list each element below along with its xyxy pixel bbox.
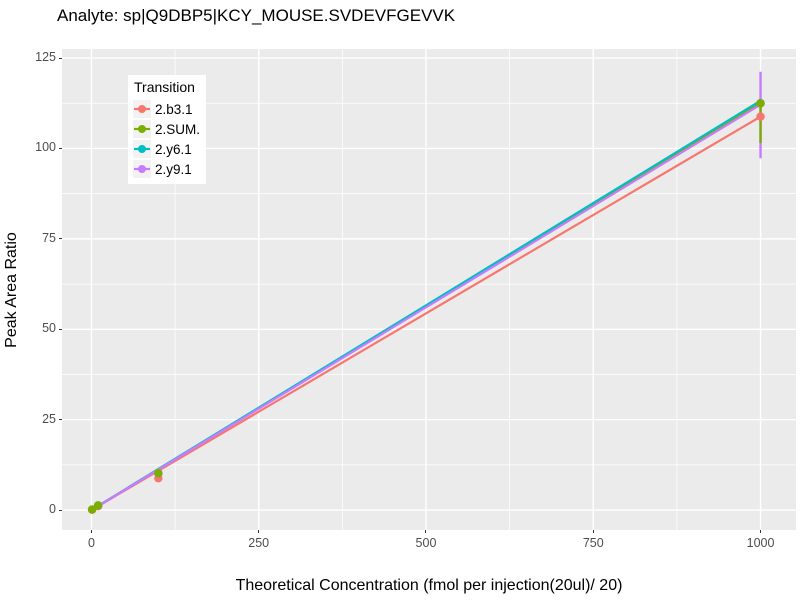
y-axis-title: Peak Area Ratio <box>3 232 20 348</box>
legend-row: 2.SUM. <box>133 119 200 139</box>
legend-row: 2.b3.1 <box>133 99 200 119</box>
y-tick-mark <box>59 419 62 421</box>
data-point <box>87 505 97 514</box>
data-point <box>154 469 163 478</box>
data-point <box>93 501 103 510</box>
series-line <box>91 103 762 511</box>
y-tick-mark <box>59 328 62 330</box>
series-line <box>91 115 762 511</box>
legend-key-icon <box>133 100 151 118</box>
y-tick-mark <box>59 238 62 240</box>
legend-box: Transition 2.b3.1 2.SUM. 2.y6.1 2.y9.1 <box>128 75 207 184</box>
legend-key-icon <box>133 120 151 138</box>
y-tick-label: 25 <box>42 411 56 426</box>
y-tick-mark <box>59 147 62 149</box>
y-tick-label: 50 <box>42 321 56 336</box>
x-tick-label: 750 <box>582 536 604 550</box>
legend-title: Transition <box>134 79 195 95</box>
legend-key-icon <box>133 140 151 158</box>
x-tick-mark <box>258 530 260 533</box>
legend-label: 2.SUM. <box>155 121 201 137</box>
y-tick-mark <box>59 509 62 511</box>
x-tick-label: 0 <box>87 536 95 550</box>
legend-row: 2.y9.1 <box>133 159 200 179</box>
legend-label: 2.y6.1 <box>155 141 192 157</box>
x-tick-label: 1000 <box>746 536 775 550</box>
x-tick-mark <box>90 530 92 533</box>
y-tick-label: 75 <box>42 230 56 245</box>
x-tick-mark <box>592 530 594 533</box>
data-point <box>756 112 765 121</box>
x-axis-title: Theoretical Concentration (fmol per inje… <box>235 577 623 594</box>
legend-label: 2.y9.1 <box>155 161 192 177</box>
x-tick-mark <box>760 530 762 533</box>
legend-label: 2.b3.1 <box>155 101 193 117</box>
plot-title: Analyte: sp|Q9DBP5|KCY_MOUSE.SVDEVFGEVVK <box>57 6 456 25</box>
legend-key-icon <box>133 160 151 178</box>
data-point <box>756 99 765 108</box>
x-tick-label: 250 <box>248 536 270 550</box>
y-tick-label: 125 <box>35 50 56 65</box>
x-tick-label: 500 <box>415 536 437 550</box>
legend-rows: 2.b3.1 2.SUM. 2.y6.1 2.y9.1 <box>133 99 200 179</box>
y-tick-label: 0 <box>49 502 56 517</box>
y-tick-label: 100 <box>35 140 56 155</box>
x-tick-mark <box>425 530 427 533</box>
legend-row: 2.y6.1 <box>133 139 200 159</box>
y-tick-mark <box>59 57 62 59</box>
